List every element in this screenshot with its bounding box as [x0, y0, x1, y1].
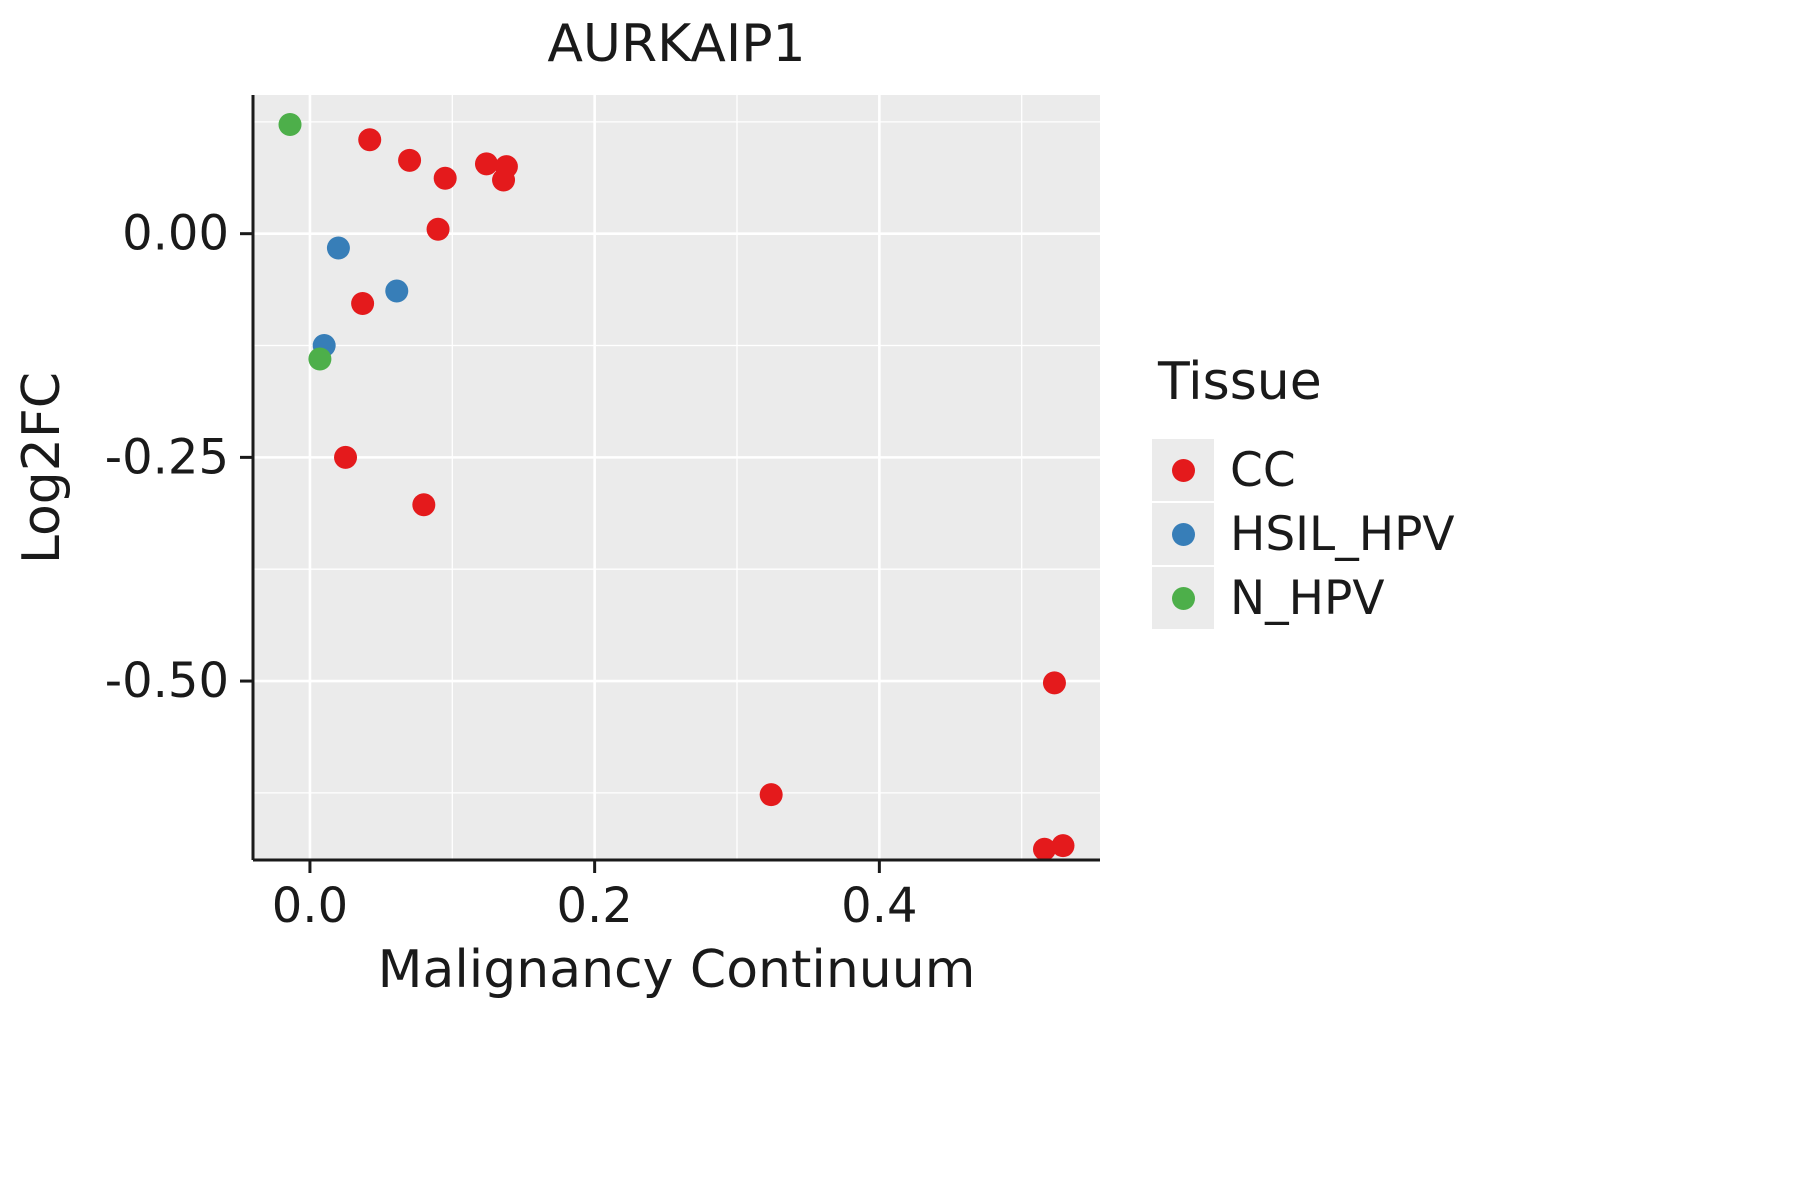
legend-key — [1152, 503, 1214, 565]
point-N_HPV — [278, 113, 302, 137]
legend-label-n-hpv: N_HPV — [1230, 570, 1385, 626]
legend-item-cc: CC — [1152, 438, 1455, 502]
legend-label-hsil-hpv: HSIL_HPV — [1230, 506, 1455, 562]
point-HSIL_HPV — [326, 236, 350, 260]
point-CC — [759, 783, 783, 807]
axes — [251, 95, 1100, 862]
legend: Tissue CC HSIL_HPV N_HPV — [1152, 352, 1455, 630]
point-CC — [412, 493, 436, 517]
plot-title: AURKAIP1 — [547, 14, 806, 74]
legend-label-cc: CC — [1230, 442, 1296, 498]
n-hpv-dot-icon — [1171, 586, 1195, 610]
series-N_HPV — [278, 113, 332, 371]
point-CC — [1032, 837, 1056, 861]
legend-item-n-hpv: N_HPV — [1152, 566, 1455, 630]
point-HSIL_HPV — [385, 279, 409, 303]
point-CC — [492, 168, 516, 192]
point-CC — [398, 148, 422, 172]
x-tick-label: 0.2 — [556, 878, 632, 934]
legend-key — [1152, 567, 1214, 629]
data-points — [278, 113, 1075, 861]
x-tick-label: 0.0 — [272, 878, 348, 934]
legend-title: Tissue — [1158, 352, 1322, 412]
y-tick-label: 0.00 — [122, 206, 229, 262]
point-CC — [474, 152, 498, 176]
y-axis-label: Log2FC — [12, 371, 72, 565]
plot-panel — [253, 95, 1100, 860]
hsil-hpv-dot-icon — [1171, 522, 1195, 546]
point-CC — [426, 217, 450, 241]
y-tick-label: -0.25 — [105, 429, 229, 485]
cc-dot-icon — [1171, 458, 1195, 482]
y-tick-label: -0.50 — [105, 653, 229, 709]
x-tick-label: 0.4 — [841, 878, 917, 934]
point-CC — [1051, 834, 1075, 858]
tick-marks: 0.0 0.2 0.4 0.00 -0.25 -0.50 — [105, 206, 918, 934]
gridlines — [253, 95, 1100, 860]
legend-item-hsil-hpv: HSIL_HPV — [1152, 502, 1455, 566]
series-CC — [334, 128, 1075, 861]
point-CC — [1042, 671, 1066, 695]
point-CC — [351, 291, 375, 315]
point-CC — [433, 166, 457, 190]
point-N_HPV — [308, 347, 332, 371]
x-axis-label: Malignancy Continuum — [377, 940, 976, 1000]
legend-key — [1152, 439, 1214, 501]
point-CC — [334, 445, 358, 469]
point-CC — [358, 128, 382, 152]
